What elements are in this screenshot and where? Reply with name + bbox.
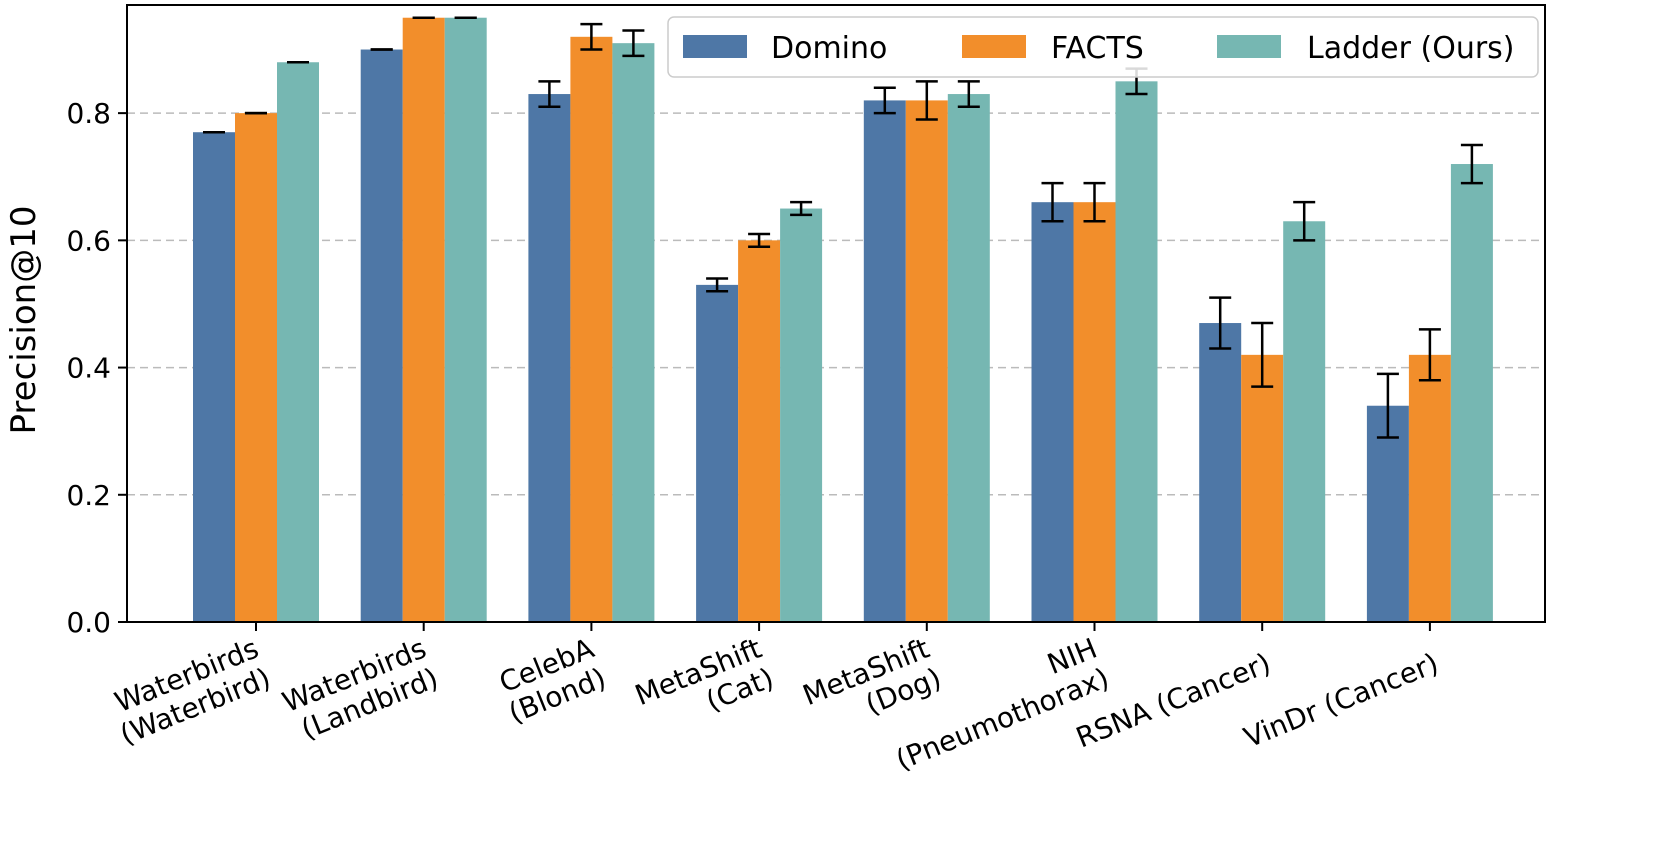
error-bars (203, 16, 1483, 439)
bar (1366, 405, 1409, 622)
y-tick-label: 0.6 (66, 224, 111, 257)
bar (235, 113, 277, 622)
y-tick-label: 0.2 (66, 479, 111, 512)
legend-swatch (1217, 35, 1281, 58)
bar (1115, 81, 1158, 622)
bar (738, 240, 781, 622)
bar (1031, 202, 1074, 623)
x-tick-label: Waterbirds(Waterbird) (103, 632, 275, 752)
bar (696, 284, 739, 622)
bar (1408, 354, 1451, 622)
bars (193, 17, 1493, 623)
y-tick-label: 0.8 (66, 97, 111, 130)
bar (444, 17, 487, 622)
bar (1073, 202, 1116, 623)
x-tick-label: MetaShift(Cat) (630, 632, 778, 742)
bar (193, 132, 235, 622)
legend-label: Ladder (Ours) (1307, 31, 1515, 66)
x-tick-label-line: VinDr (Cancer) (1239, 646, 1443, 754)
x-tick-label: CelebA(Blond) (492, 632, 610, 730)
x-tick-label: MetaShift(Dog) (798, 632, 946, 742)
legend-swatch (683, 35, 747, 58)
y-axis-ticks: 0.0 0.2 0.4 0.6 0.8 (66, 97, 127, 639)
bar (277, 62, 319, 622)
bar (612, 43, 655, 623)
plot-frame (126, 4, 1546, 623)
bar (947, 94, 990, 623)
legend-label: FACTS (1051, 31, 1144, 66)
bar (905, 100, 948, 623)
x-tick-label: Waterbirds(Landbird) (278, 632, 443, 749)
legend-box (667, 16, 1539, 78)
y-tick-label: 0.4 (66, 352, 111, 385)
bar (863, 100, 906, 623)
bar (1450, 164, 1493, 622)
bar (402, 17, 445, 622)
legend-label: Domino (771, 31, 887, 66)
y-tick-label: 0.0 (66, 606, 111, 639)
legend: Domino FACTS Ladder (Ours) (667, 16, 1539, 78)
gridlines (127, 112, 1545, 496)
bar (570, 36, 613, 622)
legend-swatch (962, 35, 1026, 58)
bar (1241, 354, 1284, 622)
x-tick-label: VinDr (Cancer) (1239, 646, 1443, 754)
bar (528, 94, 571, 623)
x-axis-ticks: Waterbirds(Waterbird) Waterbirds(Landbird… (103, 622, 1443, 777)
bar (780, 208, 823, 622)
bar (360, 49, 403, 623)
y-axis-title: Precision@10 (4, 206, 44, 435)
bar (1283, 221, 1326, 622)
bar (1199, 323, 1242, 622)
